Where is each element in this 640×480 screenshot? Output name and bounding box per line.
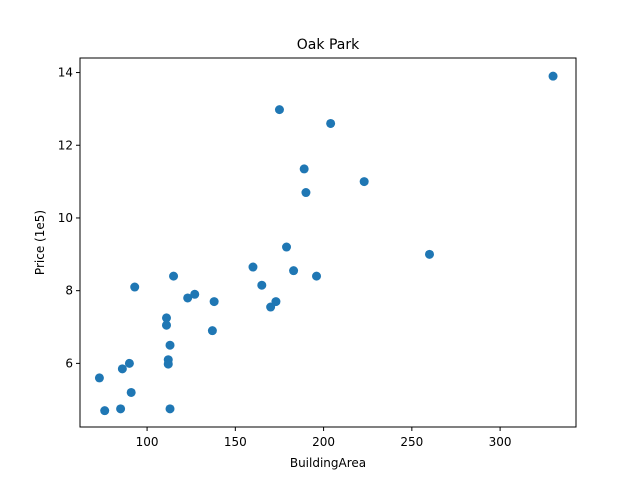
data-point-4 bbox=[124, 358, 134, 368]
y-tick-label: 14 bbox=[58, 66, 73, 80]
data-points bbox=[94, 71, 558, 416]
y-axis-ticks: 6 8 10 12 14 bbox=[58, 66, 80, 370]
y-tick-label: 6 bbox=[65, 356, 73, 370]
y-tick-label: 10 bbox=[58, 211, 73, 225]
x-tick-label: 250 bbox=[400, 435, 423, 449]
data-point-14 bbox=[183, 293, 193, 303]
x-tick-label: 200 bbox=[312, 435, 335, 449]
data-point-18 bbox=[248, 262, 258, 272]
data-point-26 bbox=[301, 188, 311, 198]
y-tick-label: 8 bbox=[65, 284, 73, 298]
y-axis-label: Price (1e5) bbox=[33, 210, 47, 275]
data-point-13 bbox=[169, 271, 179, 281]
chart-title: Oak Park bbox=[297, 37, 360, 53]
data-point-25 bbox=[299, 164, 309, 174]
data-point-19 bbox=[257, 280, 267, 290]
x-axis-label: BuildingArea bbox=[290, 456, 366, 470]
x-axis-ticks: 100 150 200 250 300 bbox=[136, 427, 512, 449]
data-point-15 bbox=[190, 289, 200, 299]
plot-frame bbox=[79, 57, 577, 428]
data-point-28 bbox=[326, 118, 336, 128]
data-point-8 bbox=[161, 320, 171, 330]
data-point-22 bbox=[274, 105, 284, 115]
x-tick-label: 100 bbox=[136, 435, 159, 449]
data-point-21 bbox=[271, 297, 281, 307]
data-point-27 bbox=[312, 271, 322, 281]
data-point-30 bbox=[424, 249, 434, 259]
data-point-12 bbox=[165, 404, 175, 414]
data-point-2 bbox=[116, 404, 126, 414]
data-point-29 bbox=[359, 177, 369, 187]
data-point-16 bbox=[207, 326, 217, 336]
data-point-3 bbox=[117, 364, 127, 374]
data-point-10 bbox=[163, 359, 173, 369]
data-point-31 bbox=[548, 71, 558, 81]
data-point-24 bbox=[289, 266, 299, 276]
data-point-5 bbox=[126, 387, 136, 397]
data-point-11 bbox=[165, 340, 175, 350]
data-point-17 bbox=[209, 297, 219, 307]
data-point-23 bbox=[282, 242, 292, 252]
x-tick-label: 150 bbox=[224, 435, 247, 449]
data-point-6 bbox=[130, 282, 140, 292]
data-point-7 bbox=[161, 313, 171, 323]
data-point-0 bbox=[94, 373, 104, 383]
data-point-1 bbox=[100, 406, 110, 416]
y-tick-label: 12 bbox=[58, 138, 73, 152]
x-tick-label: 300 bbox=[489, 435, 512, 449]
